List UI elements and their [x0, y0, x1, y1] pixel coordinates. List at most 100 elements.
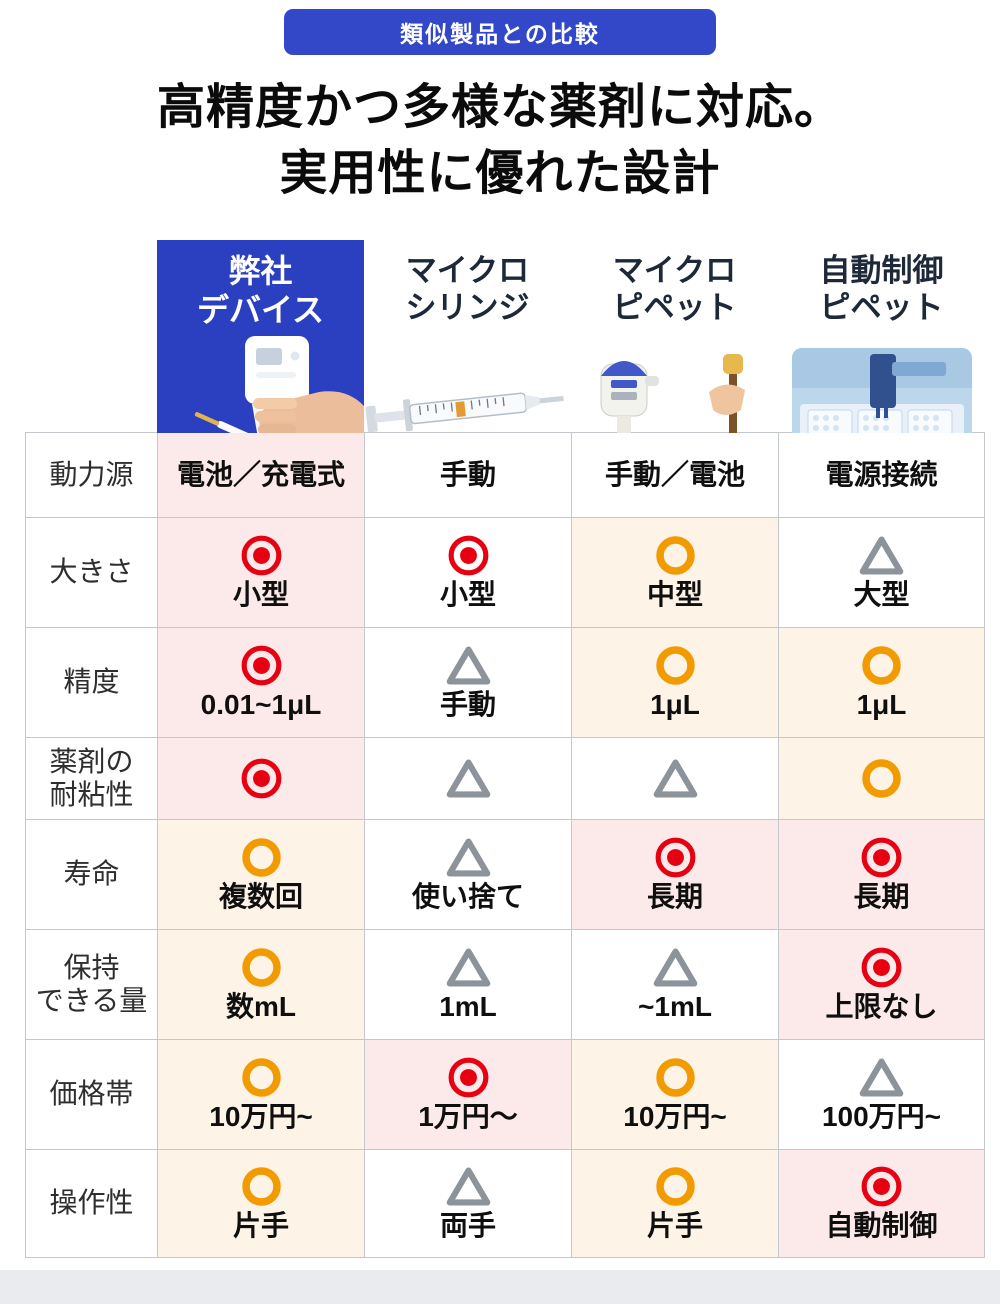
- table-cell: 複数回: [157, 819, 364, 930]
- double-circle-icon: [861, 837, 902, 878]
- cell-value: 使い捨て: [411, 881, 524, 913]
- cell-value: 10万円~: [209, 1101, 313, 1133]
- cell-value: 100万円~: [821, 1101, 942, 1133]
- table-cell: [778, 737, 985, 820]
- table-cell: 電池／充電式: [157, 432, 364, 518]
- cell-value: 小型: [232, 579, 289, 611]
- table-cell: [571, 737, 778, 820]
- column-name: 自動制御 ピペット: [819, 252, 944, 326]
- table-cell: 手動: [364, 627, 571, 738]
- infographic-page: { "badge": { "label": "類似製品との比較" }, "tit…: [0, 9, 1000, 1304]
- row-label: 価格帯: [25, 1039, 157, 1150]
- cell-value: 複数回: [218, 881, 303, 913]
- table-cell: 自動制御: [778, 1149, 985, 1258]
- cell-value: 手動: [439, 689, 496, 721]
- table-cell: [364, 737, 571, 820]
- cell-value: 数mL: [225, 991, 296, 1023]
- row-label: 操作性: [25, 1149, 157, 1258]
- table-row: 大きさ小型 小型 中型 大型: [25, 517, 985, 628]
- circle-icon: [655, 536, 695, 575]
- syringe-illustration: [365, 392, 564, 432]
- cell-value: ~1mL: [638, 991, 712, 1023]
- table-body: 動力源 電池／充電式 手動 手動／電池 電源接続 大きさ 小型 小型 中型 大型 精度 0.01~1μ…: [25, 431, 985, 1258]
- cell-value: 片手: [232, 1210, 289, 1242]
- table-cell: 長期: [778, 819, 985, 930]
- page-title: 高精度かつ多様な薬剤に対応。 実用性に優れた設計: [0, 75, 1000, 207]
- double-circle-icon: [241, 535, 281, 576]
- row-label: 動力源: [25, 432, 157, 518]
- table-cell: 10万円~: [157, 1039, 364, 1150]
- cell-value: 1mL: [439, 991, 497, 1023]
- column-header-auto-pipette: 自動制御 ピペット: [778, 240, 985, 456]
- triangle-icon: [653, 948, 697, 987]
- double-circle-icon: [448, 535, 488, 576]
- cell-value: 中型: [646, 579, 703, 611]
- table-cell: 小型: [364, 517, 571, 628]
- double-circle-icon: [241, 645, 281, 686]
- cell-value: 自動制御: [825, 1210, 938, 1242]
- column-name: マイクロ ピペット: [612, 252, 737, 326]
- table-row: 動力源 電池／充電式 手動 手動／電池 電源接続: [25, 432, 985, 518]
- cell-value: 両手: [439, 1210, 496, 1242]
- table-cell: 手動: [364, 432, 571, 518]
- table-cell: ~1mL: [571, 929, 778, 1040]
- triangle-icon: [653, 759, 697, 798]
- row-label: 薬剤の 耐粘性: [25, 737, 157, 820]
- header-spacer: [25, 240, 157, 456]
- table-cell: 1μL: [778, 627, 985, 738]
- table-cell: 使い捨て: [364, 819, 571, 930]
- table-cell: 小型: [157, 517, 364, 628]
- page-title-line-1: 高精度かつ多様な薬剤に対応。: [156, 81, 843, 134]
- table-row: 操作性片手 両手 片手 自動制御: [25, 1149, 985, 1258]
- column-header-our-device: 弊社 デバイス: [157, 239, 364, 456]
- row-label: 寿命: [25, 819, 157, 930]
- table-cell: 長期: [571, 819, 778, 930]
- cell-value: 1万円〜: [418, 1101, 518, 1133]
- row-label: 大きさ: [25, 517, 157, 628]
- table-cell: 1μL: [571, 627, 778, 738]
- table-cell: 100万円~: [778, 1039, 985, 1150]
- circle-icon: [241, 1167, 281, 1206]
- cell-value: 片手: [646, 1210, 703, 1242]
- circle-icon: [241, 1058, 281, 1097]
- comparison-table: 弊社 デバイス: [25, 239, 985, 1258]
- cell-value: 0.01~1μL: [200, 689, 322, 721]
- table-cell: 1万円〜: [364, 1039, 571, 1150]
- table-cell: 片手: [157, 1149, 364, 1258]
- cell-value: 長期: [853, 881, 910, 913]
- double-circle-icon: [861, 1166, 902, 1207]
- column-name: マイクロ シリンジ: [405, 252, 530, 326]
- table-row: 寿命 複数回 使い捨て 長期 長期: [25, 819, 985, 930]
- triangle-icon: [859, 536, 904, 575]
- table-row: 精度 0.01~1μL 手動 1μL 1μL: [25, 627, 985, 738]
- triangle-icon: [859, 1058, 904, 1097]
- table-row: 保持 できる量 数mL 1mL ~1mL 上限なし: [25, 929, 985, 1040]
- cell-value: 1μL: [650, 689, 700, 721]
- cell-value: 上限なし: [825, 991, 938, 1023]
- cell-value: 10万円~: [623, 1101, 727, 1133]
- cell-value: 電源接続: [825, 459, 938, 491]
- circle-icon: [862, 758, 901, 798]
- table-cell: 中型: [571, 517, 778, 628]
- table-row: 価格帯 10万円~ 1万円〜 10万円~ 100万円~: [25, 1039, 985, 1150]
- table-cell: 数mL: [157, 929, 364, 1040]
- cell-value: 手動／電池: [604, 459, 745, 491]
- table-cell: 上限なし: [778, 929, 985, 1040]
- table-cell: 10万円~: [571, 1039, 778, 1150]
- triangle-icon: [446, 759, 490, 798]
- table-cell: 手動／電池: [571, 432, 778, 518]
- footer-strip: [0, 1270, 1000, 1304]
- table-cell: 大型: [778, 517, 985, 628]
- cell-value: 大型: [853, 579, 910, 611]
- table-cell: 片手: [571, 1149, 778, 1258]
- table-header: 弊社 デバイス: [25, 239, 985, 456]
- cell-value: 小型: [439, 579, 496, 611]
- page-title-line-2: 実用性に優れた設計: [279, 147, 721, 201]
- cell-value: 1μL: [856, 689, 907, 721]
- comparison-badge: 類似製品との比較: [284, 9, 716, 55]
- double-circle-icon: [861, 947, 902, 988]
- triangle-icon: [446, 646, 490, 685]
- column-name: 弊社 デバイス: [196, 252, 325, 328]
- table-cell: 1mL: [364, 929, 571, 1040]
- circle-icon: [862, 646, 901, 685]
